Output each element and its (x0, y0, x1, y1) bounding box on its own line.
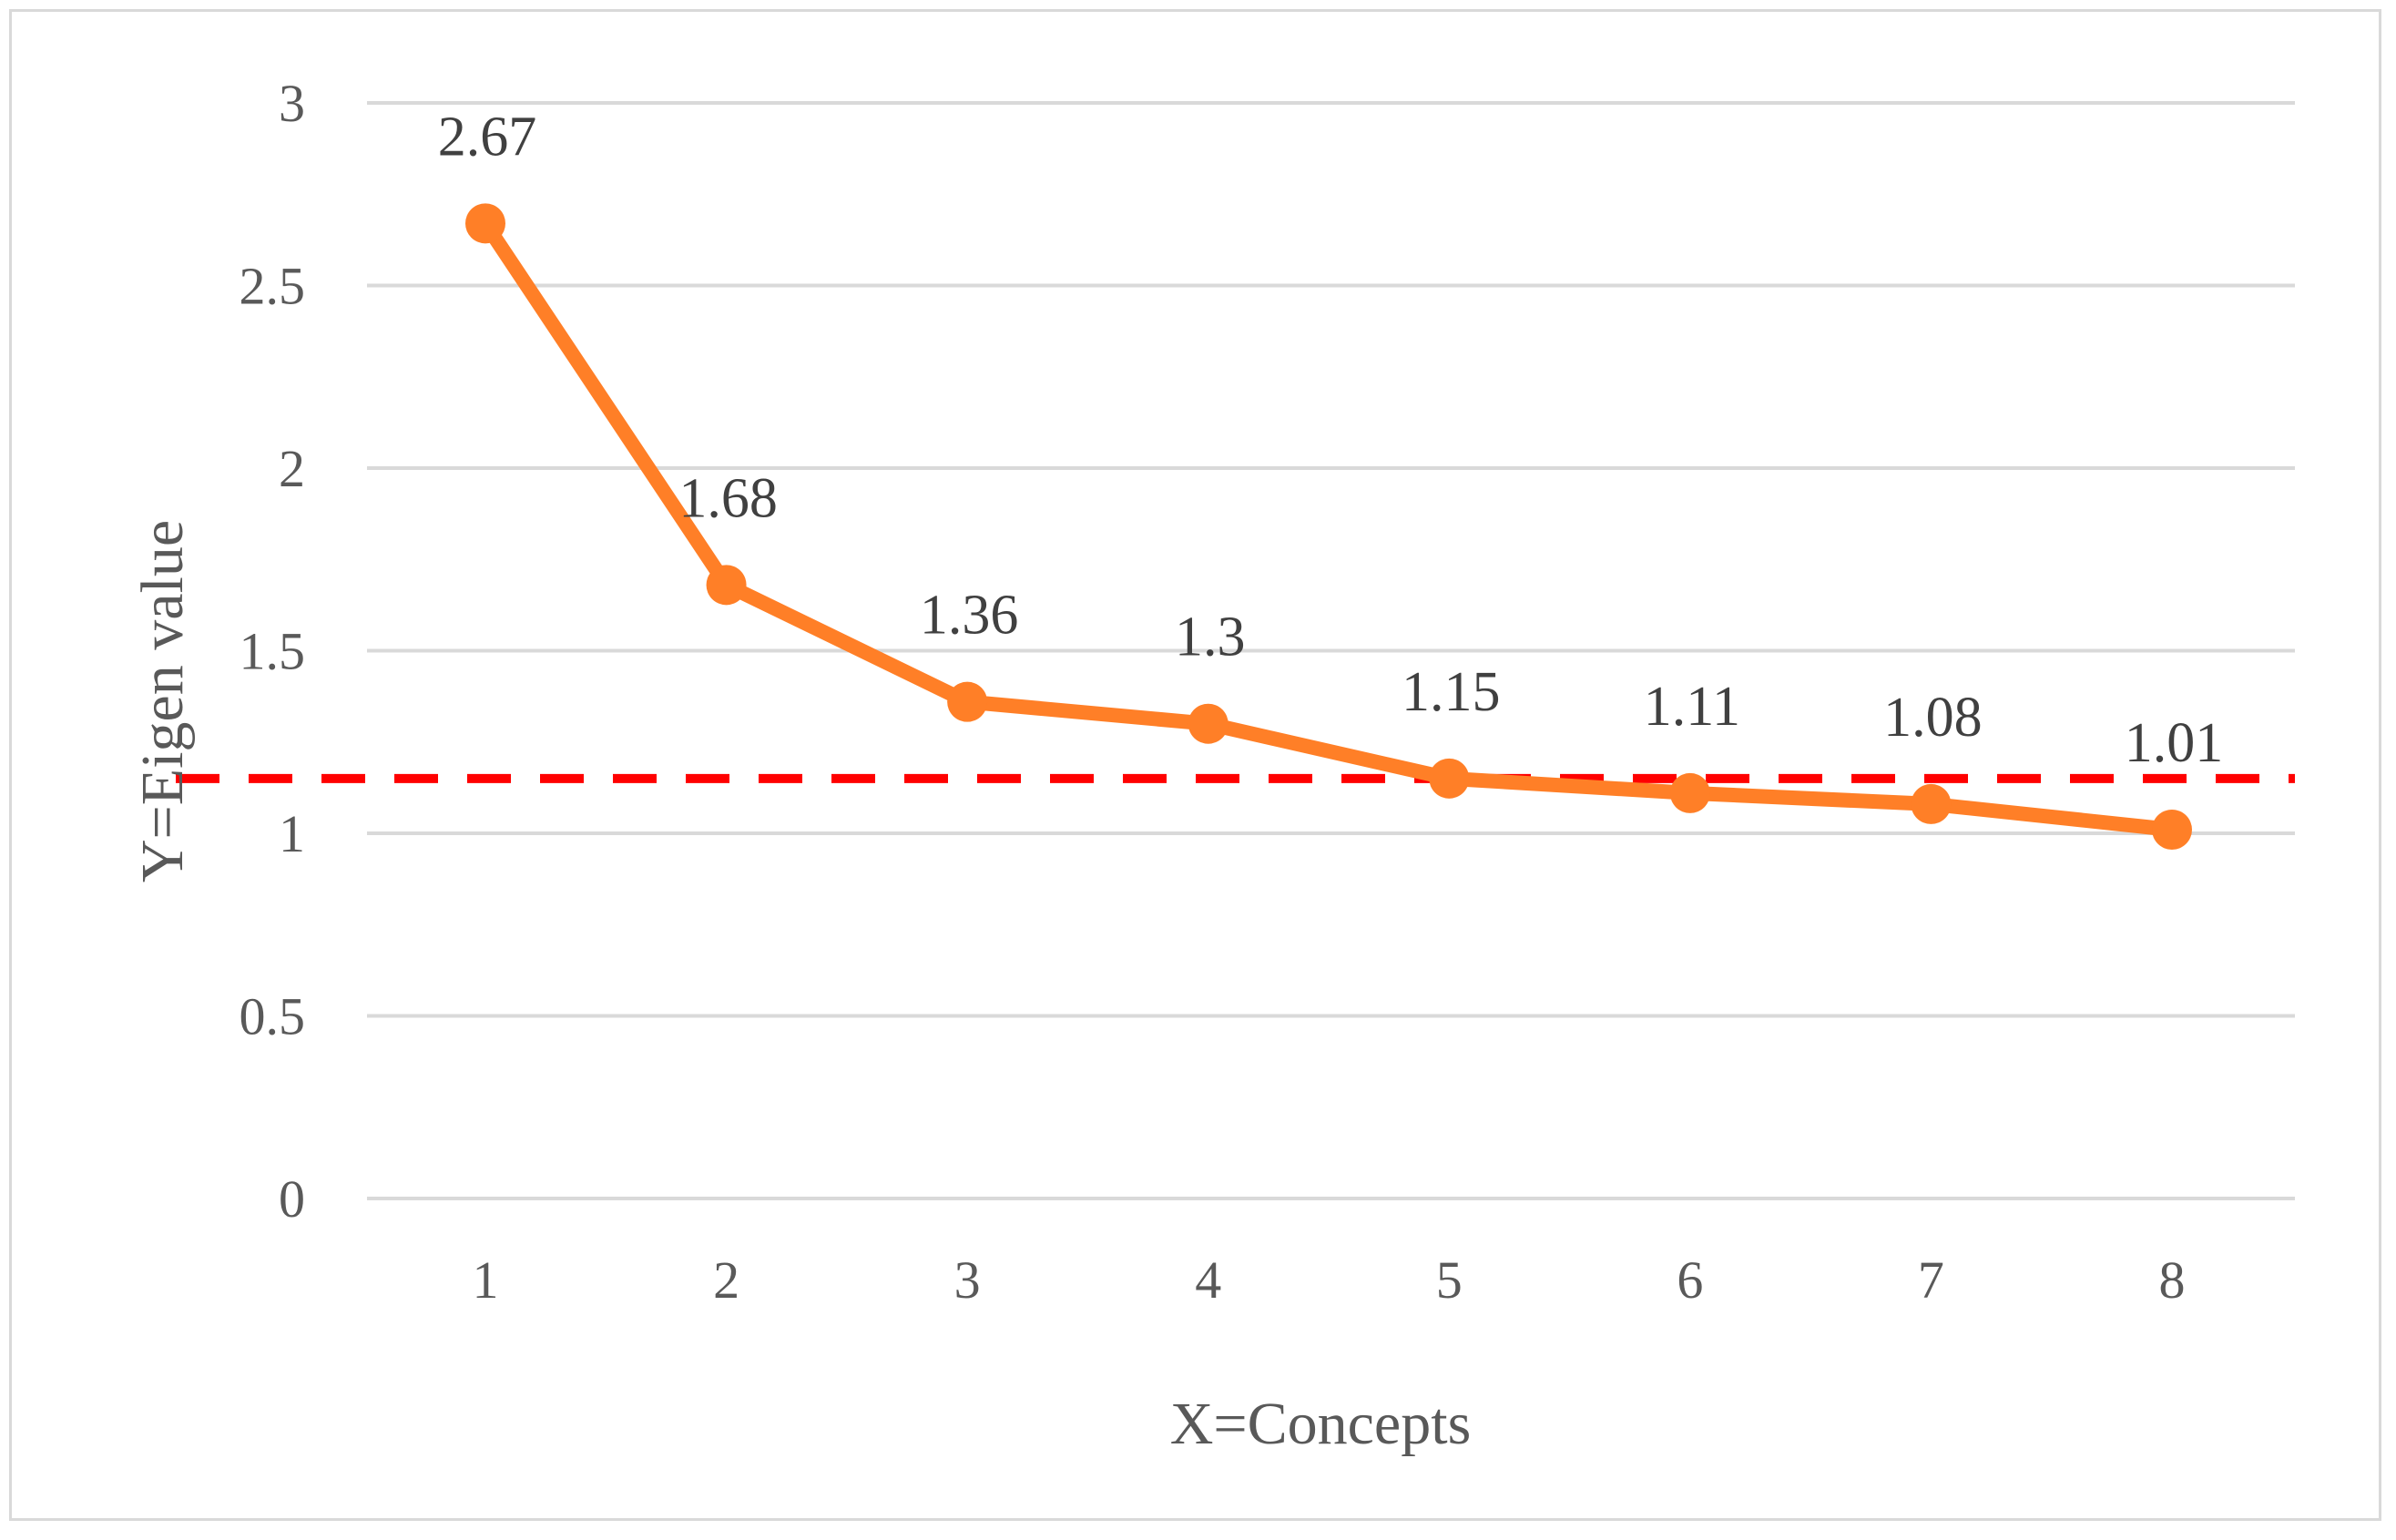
x-tick-label: 6 (1677, 1250, 1703, 1310)
y-tick-label: 0.5 (240, 987, 306, 1046)
data-label: 1.01 (2125, 712, 2224, 774)
x-axis-ticks: 1 2 3 4 5 6 7 8 (473, 1250, 2186, 1310)
data-point (465, 203, 505, 244)
data-label: 1.11 (1644, 676, 1740, 738)
data-labels: 2.67 1.68 1.36 1.3 1.15 1.11 1.08 1.01 (438, 106, 2224, 774)
data-label: 1.68 (678, 467, 778, 529)
data-label: 2.67 (438, 106, 537, 168)
series-layer (465, 203, 2192, 850)
data-point (2152, 809, 2192, 850)
x-tick-label: 2 (713, 1250, 739, 1310)
data-point (1669, 772, 1710, 813)
data-point (947, 681, 988, 722)
series-line (478, 216, 2179, 837)
data-point (1188, 703, 1229, 744)
data-label: 1.36 (920, 585, 1019, 647)
data-label: 1.3 (1175, 607, 1246, 668)
y-tick-label: 1.5 (240, 622, 306, 681)
y-tick-label: 1 (279, 804, 305, 863)
x-tick-label: 1 (473, 1250, 499, 1310)
y-tick-label: 0 (279, 1169, 305, 1229)
y-tick-label: 2.5 (240, 257, 306, 316)
x-tick-label: 4 (1195, 1250, 1221, 1310)
x-tick-label: 8 (2159, 1250, 2186, 1310)
data-point (1911, 783, 1952, 824)
data-label: 1.08 (1883, 687, 1983, 749)
x-tick-label: 3 (954, 1250, 981, 1310)
y-tick-label: 2 (279, 439, 305, 498)
x-tick-label: 5 (1436, 1250, 1463, 1310)
y-axis-title: Y=Eigen value (129, 520, 196, 882)
y-tick-label: 3 (279, 74, 305, 133)
gridlines (367, 101, 2295, 1200)
x-tick-label: 7 (1918, 1250, 1944, 1310)
data-point (706, 565, 747, 606)
y-axis-ticks: 0 0.5 1 1.5 2 2.5 3 (240, 74, 306, 1229)
data-label: 1.15 (1402, 661, 1501, 723)
chart-frame (9, 9, 2381, 1521)
x-axis-title: X=Concepts (1170, 1391, 1472, 1457)
data-point (1429, 758, 1470, 799)
